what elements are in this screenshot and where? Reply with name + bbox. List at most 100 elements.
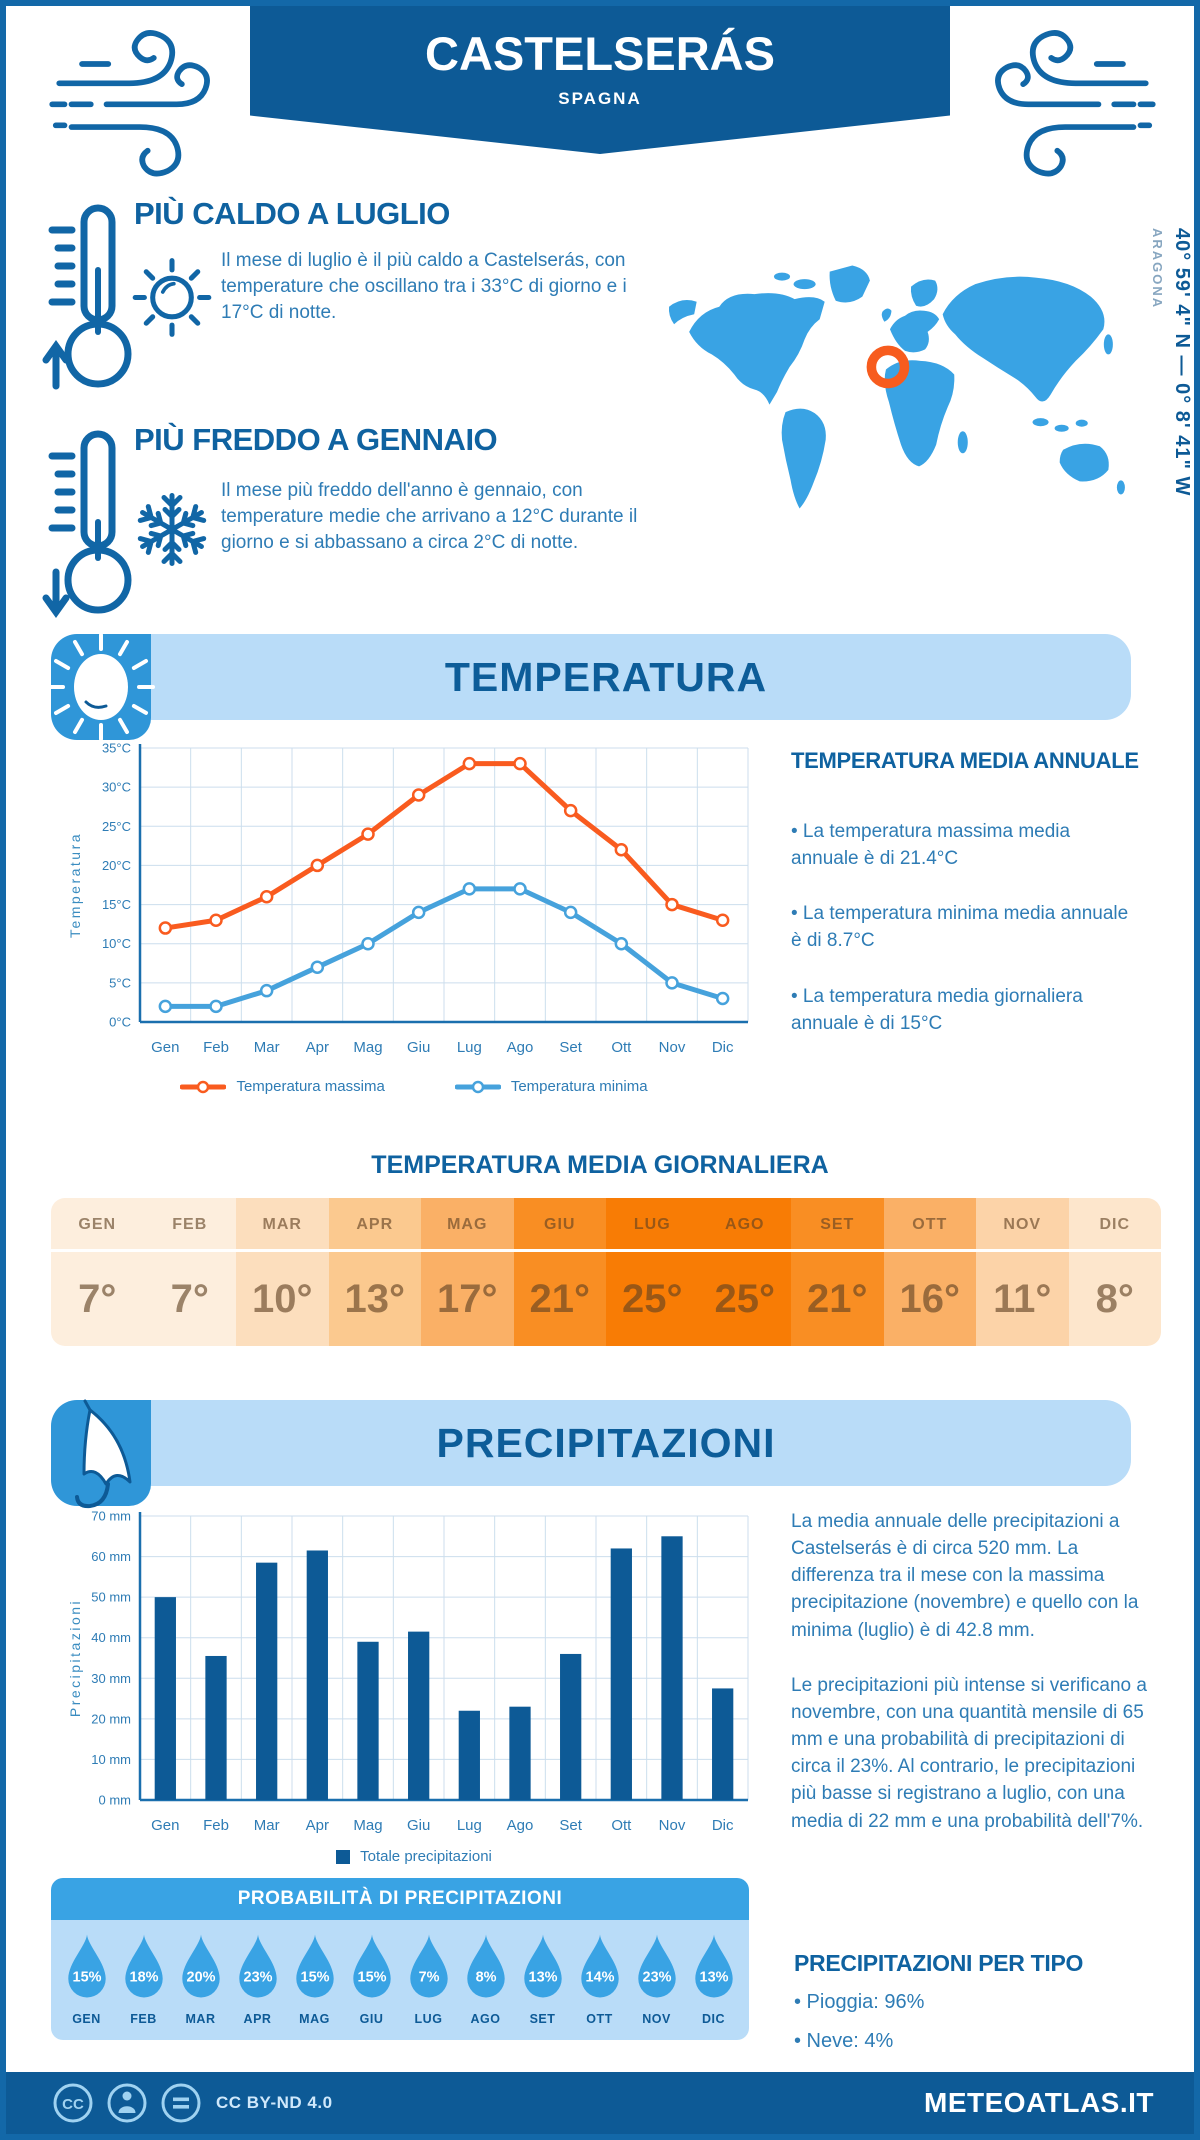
x-tick-label: Lug [457, 1817, 482, 1834]
legend-marker [180, 1080, 227, 1093]
temp-table-column: DIC 8° [1068, 1198, 1161, 1346]
data-point [715, 913, 730, 927]
sun-banner-icon [47, 633, 155, 741]
raindrop-icon: 13% [523, 1934, 562, 1998]
x-tick-label: Mar [254, 1817, 280, 1834]
data-point [563, 803, 578, 818]
y-tick-label: 20 mm [91, 1711, 131, 1726]
y-tick-label: 35°C [102, 741, 131, 756]
data-point [513, 882, 527, 896]
bar [306, 1550, 328, 1800]
precipitation-paragraph: Le precipitazioni più intense si verific… [791, 1674, 1147, 1832]
bar [154, 1597, 176, 1800]
legend-item: Totale precipitazioni [336, 1848, 492, 1865]
data-point [259, 983, 274, 998]
raindrop-icon: 23% [637, 1934, 676, 1998]
x-tick-label: Ott [611, 1039, 632, 1056]
raindrop-icon: 15% [295, 1934, 334, 1998]
bar [560, 1653, 582, 1800]
x-tick-label: Mag [353, 1039, 382, 1056]
probability-value: 8% [475, 1969, 496, 1985]
y-tick-label: 30 mm [91, 1671, 131, 1686]
bar [408, 1631, 430, 1800]
x-tick-label: Apr [306, 1817, 329, 1834]
data-point [209, 999, 223, 1014]
temp-table-month: LUG [606, 1198, 699, 1252]
legend-label: Temperatura minima [510, 1078, 648, 1095]
precipitation-chart: 0 mm 10 mm 20 mm 30 mm 40 mm 50 mm 60 mm 70 mm G… [64, 1500, 764, 1857]
legend-item: Temperatura massima [180, 1078, 385, 1095]
probability-drop: 8% AGO [458, 1932, 513, 2026]
annual-bullet: • La temperatura media giornaliera annua… [791, 985, 1083, 1034]
svg-text:CC: CC [62, 2096, 84, 2113]
raindrop-icon: 8% [466, 1934, 505, 1998]
x-tick-label: Lug [457, 1039, 482, 1056]
thermometer-cold-icon [42, 430, 132, 619]
location-marker [866, 345, 910, 389]
probability-month: OTT [586, 2012, 613, 2026]
brand-link[interactable]: METEOATLAS.IT [924, 2087, 1154, 2118]
temp-table-value: 10° [252, 1277, 313, 1321]
probability-drop: 13% SET [515, 1932, 570, 2026]
temp-table-column: SET 21° [791, 1198, 884, 1346]
cc-by-icon [107, 2083, 147, 2123]
annual-bullet: • La temperatura minima media annuale è … [791, 903, 1129, 952]
probability-value: 15% [72, 1969, 101, 1985]
snowflake-icon [137, 493, 207, 566]
annual-bullet: • La temperatura massima media annuale è… [791, 821, 1071, 870]
raindrop-icon: 18% [124, 1934, 163, 1998]
data-point [361, 936, 375, 951]
x-tick-label: Ago [507, 1039, 534, 1056]
line-series [162, 886, 726, 1009]
precipitation-banner-title: PRECIPITAZIONI [436, 1420, 776, 1466]
y-tick-label: 0°C [109, 1015, 131, 1030]
probability-month: LUG [414, 2012, 443, 2026]
probability-month: NOV [642, 2012, 671, 2026]
annual-temp-bullets: • La temperatura massima media annuale è… [791, 766, 1136, 1037]
precip-probability-title: PROBABILITÀ DI PRECIPITAZIONI [51, 1878, 749, 1920]
x-tick-label: Dic [712, 1817, 734, 1834]
hot-section-title: PIÙ CALDO A LUGLIO [134, 196, 450, 231]
sun-icon [132, 258, 212, 337]
probability-value: 20% [186, 1969, 215, 1985]
legend-marker [454, 1080, 501, 1093]
temp-table-column: FEB 7° [143, 1198, 236, 1346]
temp-table-month: MAG [421, 1198, 514, 1252]
x-tick-label: Gen [151, 1039, 179, 1056]
legend-label: Totale precipitazioni [360, 1848, 492, 1865]
temp-table-value: 13° [344, 1277, 406, 1321]
data-point [665, 976, 679, 990]
data-point [310, 960, 325, 974]
temp-table-month: GIU [513, 1198, 606, 1252]
raindrop-icon: 13% [694, 1934, 733, 1998]
x-tick-label: Feb [203, 1039, 229, 1056]
license-icons[interactable]: CC [52, 2082, 202, 2124]
x-tick-label: Nov [659, 1039, 686, 1056]
bar [458, 1710, 480, 1800]
y-tick-label: 60 mm [91, 1549, 131, 1564]
x-tick-label: Dic [712, 1039, 734, 1056]
data-point [411, 905, 426, 920]
temp-table-value: 25° [622, 1277, 683, 1321]
y-tick-label: 70 mm [91, 1509, 131, 1524]
temp-table-column: LUG 25° [606, 1198, 699, 1346]
probability-drop: 13% DIC [686, 1932, 741, 2026]
y-tick-label: 10 mm [91, 1752, 131, 1767]
page-subtitle: SPAGNA [558, 89, 642, 108]
temp-table-column: OTT 16° [883, 1198, 976, 1346]
x-tick-label: Mar [254, 1039, 280, 1056]
temp-table-month: APR [328, 1198, 421, 1252]
x-tick-label: Mag [353, 1817, 382, 1834]
probability-drop: 18% FEB [116, 1932, 171, 2026]
precip-types-list: • Pioggia: 96% • Neve: 4% [794, 1988, 1134, 2055]
probability-month: APR [243, 2012, 272, 2026]
probability-month: MAG [299, 2012, 330, 2026]
precipitation-chart-legend: Totale precipitazioni [64, 1848, 764, 1865]
probability-value: 13% [528, 1969, 557, 1985]
temp-table-value: 21° [807, 1277, 868, 1321]
data-point [715, 991, 730, 1006]
legend-label: Temperatura massima [236, 1078, 385, 1095]
temp-table-value: 8° [1095, 1277, 1134, 1321]
temp-table-month: GEN [51, 1198, 144, 1252]
temp-table-column: MAG 17° [421, 1198, 514, 1346]
